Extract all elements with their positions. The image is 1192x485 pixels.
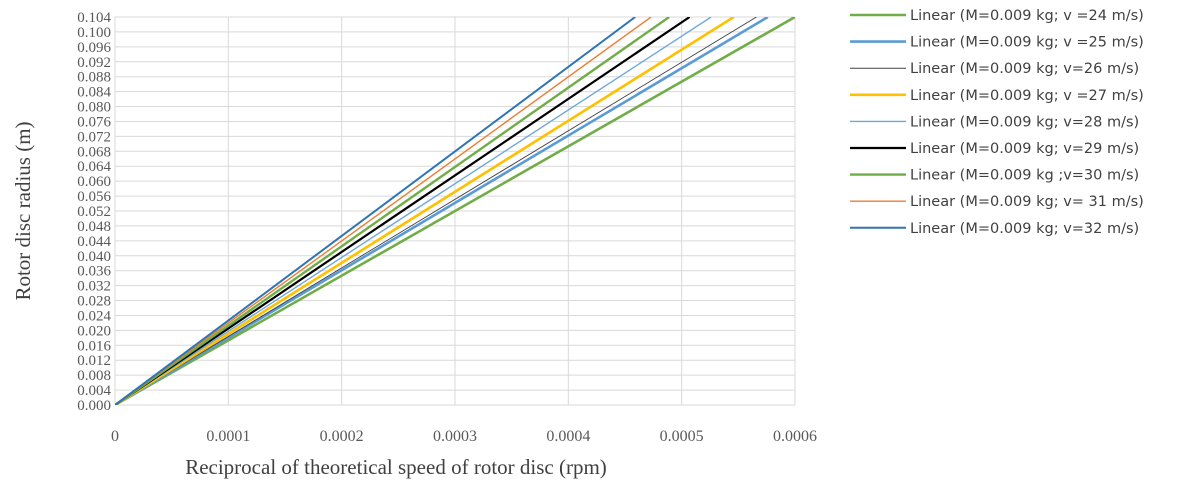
y-tick-label: 0.012 (77, 353, 111, 369)
legend-item: Linear (M=0.009 kg; v =27 m/s) (850, 88, 1144, 104)
y-tick-label: 0.084 (77, 85, 111, 101)
x-tick-labels: 0 0.0001 0.0002 0.0003 0.0004 0.0005 0.0006 (111, 428, 817, 445)
series-line-4 (115, 17, 735, 405)
y-tick-label: 0.088 (77, 70, 111, 86)
x-axis-title: Reciprocal of theoretical speed of rotor… (185, 455, 607, 479)
series-line-3 (115, 17, 757, 405)
y-tick-label: 0.032 (77, 279, 111, 295)
legend-item: Linear (M=0.009 kg; v=32 m/s) (850, 221, 1139, 237)
legend-item: Linear (M=0.009 kg; v= 31 m/s) (850, 194, 1144, 210)
y-tick-label: 0.064 (77, 159, 111, 175)
x-tick-label: 0.0001 (206, 428, 250, 445)
axes (114, 17, 795, 406)
series-line-9 (115, 17, 636, 405)
y-tick-label: 0.048 (77, 219, 111, 235)
series-line-5 (115, 17, 712, 405)
y-axis-title: Rotor disc radius (m) (11, 121, 35, 300)
y-tick-label: 0.076 (77, 114, 111, 130)
y-tick-label: 0.096 (77, 40, 111, 56)
series-line-2 (115, 17, 769, 405)
x-tick-label: 0.0006 (773, 428, 817, 445)
y-tick-label: 0.040 (77, 249, 111, 265)
x-tick-label: 0.0002 (320, 428, 364, 445)
y-tick-label: 0.100 (77, 25, 111, 41)
y-tick-label: 0.052 (77, 204, 111, 220)
legend-item: Linear (M=0.009 kg; v=29 m/s) (850, 141, 1139, 157)
y-tick-label: 0.092 (77, 55, 111, 71)
legend-item: Linear (M=0.009 kg; v =25 m/s) (850, 35, 1144, 51)
y-tick-label: 0.000 (77, 398, 111, 414)
y-tick-label: 0.068 (77, 144, 111, 160)
series-line-6 (115, 17, 691, 405)
y-tick-label: 0.060 (77, 174, 111, 190)
y-tick-label: 0.004 (77, 383, 111, 399)
legend-label: Linear (M=0.009 kg; v=29 m/s) (910, 141, 1139, 157)
y-tick-label: 0.104 (77, 10, 111, 26)
legend-item: Linear (M=0.009 kg; v=26 m/s) (850, 61, 1139, 77)
legend-label: Linear (M=0.009 kg; v= 31 m/s) (910, 194, 1144, 210)
y-tick-label: 0.036 (77, 264, 111, 280)
legend-item: Linear (M=0.009 kg; v=28 m/s) (850, 114, 1139, 130)
y-tick-label: 0.020 (77, 323, 111, 339)
x-tick-label: 0 (111, 428, 119, 445)
y-tick-label: 0.024 (77, 308, 111, 324)
legend-label: Linear (M=0.009 kg; v =25 m/s) (910, 35, 1144, 51)
x-tick-label: 0.0005 (660, 428, 704, 445)
legend-item: Linear (M=0.009 kg; v =24 m/s) (850, 8, 1144, 24)
series-line-7 (115, 17, 670, 405)
y-tick-label: 0.080 (77, 100, 111, 116)
legend-label: Linear (M=0.009 kg; v=32 m/s) (910, 221, 1139, 237)
legend-label: Linear (M=0.009 kg; v =27 m/s) (910, 88, 1144, 104)
series-line-8 (115, 17, 652, 405)
y-tick-label: 0.072 (77, 129, 111, 145)
series-lines (115, 17, 795, 405)
legend-label: Linear (M=0.009 kg; v=28 m/s) (910, 114, 1139, 130)
y-tick-label: 0.056 (77, 189, 111, 205)
y-tick-label: 0.008 (77, 368, 111, 384)
y-tick-label: 0.044 (77, 234, 111, 250)
y-tick-label: 0.016 (77, 338, 111, 354)
legend-label: Linear (M=0.009 kg ;v=30 m/s) (910, 168, 1139, 184)
legend-item: Linear (M=0.009 kg ;v=30 m/s) (850, 168, 1139, 184)
legend-label: Linear (M=0.009 kg; v=26 m/s) (910, 61, 1139, 77)
legend: Linear (M=0.009 kg; v =24 m/s) Linear (M=… (850, 8, 1144, 237)
x-tick-label: 0.0003 (433, 428, 477, 445)
legend-label: Linear (M=0.009 kg; v =24 m/s) (910, 8, 1144, 24)
series-line-1 (115, 17, 795, 405)
y-tick-labels: 0.0000.0040.0080.0120.0160.0200.0240.028… (77, 10, 111, 414)
y-tick-label: 0.028 (77, 294, 111, 310)
x-tick-label: 0.0004 (546, 428, 590, 445)
